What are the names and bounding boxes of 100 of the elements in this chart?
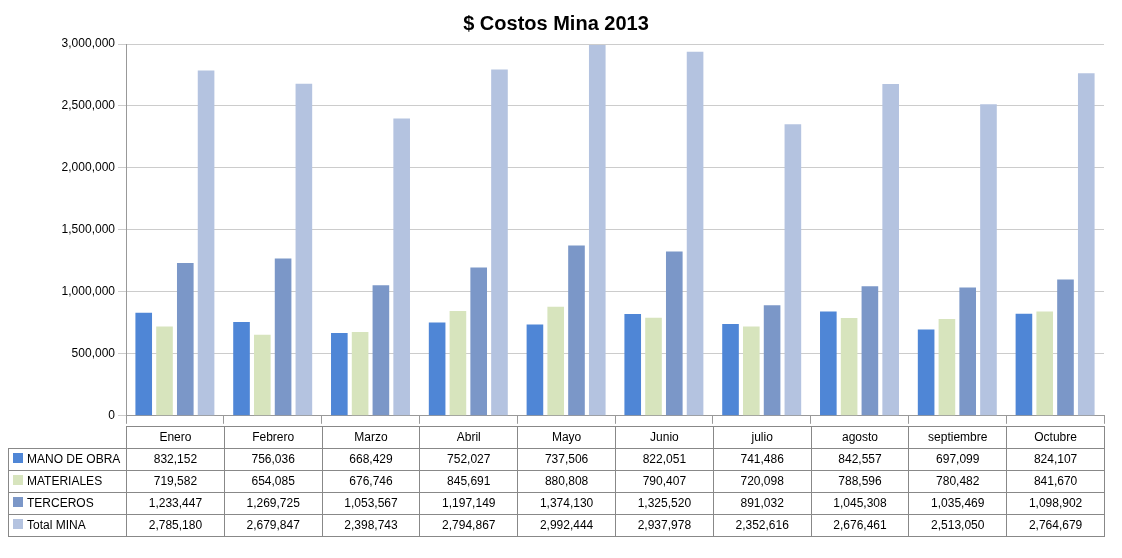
y-tick-label: 1,000,000 bbox=[61, 284, 116, 299]
data-label: 891,032 bbox=[713, 492, 812, 515]
bar bbox=[372, 285, 390, 416]
x-tick-label: Abril bbox=[419, 426, 518, 449]
bar bbox=[588, 44, 606, 416]
y-tick-label: 500,000 bbox=[71, 346, 116, 361]
bar bbox=[882, 84, 899, 416]
bar bbox=[428, 322, 446, 416]
data-label: 1,197,149 bbox=[419, 492, 518, 515]
y-tick-label: 2,000,000 bbox=[61, 160, 116, 175]
legend-label: TERCEROS bbox=[27, 496, 94, 510]
bar bbox=[861, 286, 879, 416]
bar bbox=[295, 83, 313, 416]
data-label: 842,557 bbox=[811, 448, 909, 471]
bar bbox=[491, 69, 508, 416]
data-label: 1,053,567 bbox=[322, 492, 420, 515]
data-label: 2,679,847 bbox=[224, 514, 323, 537]
data-label: 2,398,743 bbox=[322, 514, 420, 537]
x-tick-label: agosto bbox=[811, 426, 909, 449]
bar bbox=[980, 104, 997, 416]
data-label: 790,407 bbox=[615, 470, 714, 493]
bar bbox=[665, 251, 683, 416]
data-label: 676,746 bbox=[322, 470, 420, 493]
data-label: 697,099 bbox=[908, 448, 1007, 471]
bar bbox=[176, 262, 194, 416]
bar bbox=[470, 267, 487, 416]
x-tick-label: julio bbox=[713, 426, 812, 449]
data-label: 832,152 bbox=[126, 448, 225, 471]
bar bbox=[331, 332, 348, 416]
bar bbox=[274, 258, 292, 416]
bar bbox=[645, 317, 662, 416]
data-label: 1,233,447 bbox=[126, 492, 225, 515]
legend-label: MATERIALES bbox=[27, 474, 103, 488]
data-label: 719,582 bbox=[126, 470, 225, 493]
legend-label: MANO DE OBRA bbox=[27, 452, 121, 466]
bar bbox=[840, 318, 858, 416]
data-label: 720,098 bbox=[713, 470, 812, 493]
x-tick-label: Enero bbox=[126, 426, 225, 449]
bar bbox=[1036, 311, 1054, 416]
legend-label: Total MINA bbox=[27, 518, 86, 532]
data-label: 824,107 bbox=[1006, 448, 1105, 471]
data-label: 668,429 bbox=[322, 448, 420, 471]
bar bbox=[743, 326, 760, 416]
data-label: 841,670 bbox=[1006, 470, 1105, 493]
data-label: 2,676,461 bbox=[811, 514, 909, 537]
data-label: 741,486 bbox=[713, 448, 812, 471]
bar bbox=[624, 313, 642, 416]
bar bbox=[1077, 73, 1095, 416]
x-tick-label: Octubre bbox=[1006, 426, 1105, 449]
bar bbox=[959, 287, 976, 416]
data-label: 752,027 bbox=[419, 448, 518, 471]
bar bbox=[763, 305, 781, 416]
y-tick-label: 2,500,000 bbox=[61, 98, 116, 113]
data-label: 756,036 bbox=[224, 448, 323, 471]
bar bbox=[449, 310, 467, 416]
bar bbox=[820, 311, 837, 416]
bar bbox=[233, 322, 250, 416]
bar bbox=[526, 324, 544, 416]
data-label: 1,269,725 bbox=[224, 492, 323, 515]
x-tick-label: septiembre bbox=[908, 426, 1007, 449]
x-tick-label: Mayo bbox=[517, 426, 616, 449]
y-tick-label: 0 bbox=[108, 408, 116, 423]
data-label: 845,691 bbox=[419, 470, 518, 493]
data-label: 1,045,308 bbox=[811, 492, 909, 515]
data-label: 1,374,130 bbox=[517, 492, 616, 515]
data-label: 737,506 bbox=[517, 448, 616, 471]
bar bbox=[393, 118, 410, 416]
data-label: 1,035,469 bbox=[908, 492, 1007, 515]
data-label: 2,352,616 bbox=[713, 514, 812, 537]
data-label: 2,992,444 bbox=[517, 514, 616, 537]
data-label: 1,325,520 bbox=[615, 492, 714, 515]
y-tick-label: 1,500,000 bbox=[61, 222, 116, 237]
data-label: 880,808 bbox=[517, 470, 616, 493]
data-label: 1,098,902 bbox=[1006, 492, 1105, 515]
bar bbox=[568, 245, 585, 416]
bar bbox=[917, 329, 935, 416]
bar bbox=[135, 312, 153, 416]
bar bbox=[547, 306, 565, 416]
bar bbox=[1057, 279, 1074, 416]
x-tick-label: Junio bbox=[615, 426, 714, 449]
data-label: 788,596 bbox=[811, 470, 909, 493]
data-label: 2,785,180 bbox=[126, 514, 225, 537]
bar bbox=[351, 331, 369, 416]
data-label: 780,482 bbox=[908, 470, 1007, 493]
bar bbox=[784, 124, 802, 416]
bar bbox=[1015, 313, 1033, 416]
x-tick-label: Febrero bbox=[224, 426, 323, 449]
bar bbox=[254, 334, 271, 416]
data-label: 654,085 bbox=[224, 470, 323, 493]
bar bbox=[156, 326, 173, 416]
data-label: 2,937,978 bbox=[615, 514, 714, 537]
data-label: 2,764,679 bbox=[1006, 514, 1105, 537]
bar bbox=[938, 319, 956, 416]
chart-title: $ Costos Mina 2013 bbox=[463, 11, 649, 34]
y-tick-label: 3,000,000 bbox=[61, 36, 116, 51]
data-label: 2,513,050 bbox=[908, 514, 1007, 537]
data-label: 822,051 bbox=[615, 448, 714, 471]
bar bbox=[686, 51, 704, 416]
x-tick-label: Marzo bbox=[322, 426, 420, 449]
bar bbox=[722, 323, 739, 416]
